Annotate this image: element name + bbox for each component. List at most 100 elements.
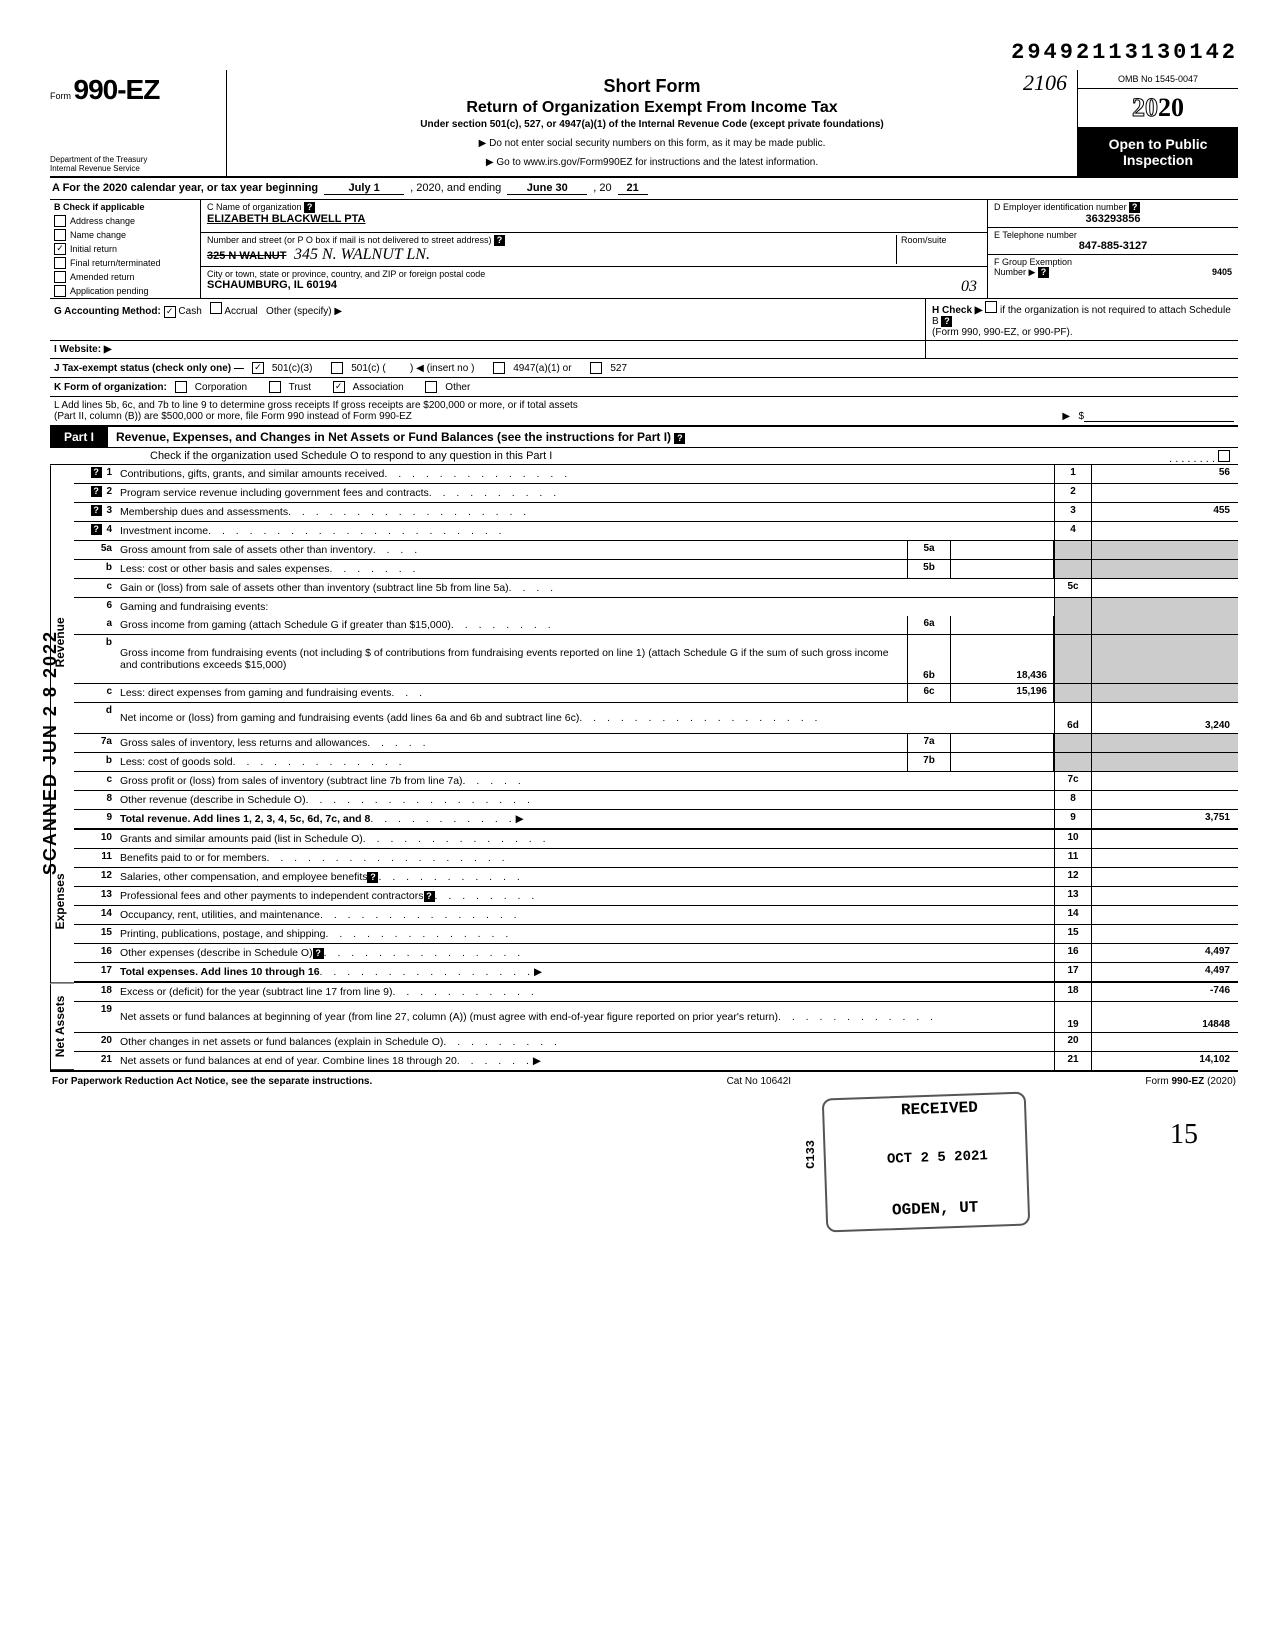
group-number: 9405 (1212, 267, 1232, 277)
irs-stamp-box (822, 1091, 1031, 1232)
chk-schedule-b[interactable] (985, 301, 997, 313)
line-6d: d Net income or (loss) from gaming and f… (74, 703, 1238, 734)
part-1-header: Part I Revenue, Expenses, and Changes in… (50, 426, 1238, 448)
section-note: Under section 501(c), 527, or 4947(a)(1)… (237, 119, 1067, 130)
stamp-c133: C133 (804, 1140, 818, 1169)
help-icon: ? (91, 524, 102, 535)
chk-schedule-o[interactable] (1218, 450, 1230, 462)
open-to-public: Open to Public Inspection (1078, 128, 1238, 176)
line-7c: c Gross profit or (loss) from sales of i… (74, 772, 1238, 791)
telephone-line: E Telephone number 847-885-3127 (988, 228, 1238, 255)
help-icon: ? (91, 467, 102, 478)
line-14: 14 Occupancy, rent, utilities, and maint… (74, 906, 1238, 925)
chk-other[interactable] (425, 381, 437, 393)
help-icon: ? (313, 948, 324, 959)
chk-final-return[interactable]: Final return/terminated (50, 256, 200, 270)
line-20: 20 Other changes in net assets or fund b… (74, 1033, 1238, 1052)
line-5b: b Less: cost or other basis and sales ex… (74, 560, 1238, 579)
ein-value: 363293856 (994, 213, 1232, 225)
col-b-checkboxes: B Check if applicable Address change Nam… (50, 200, 201, 298)
line-4: ? 4 Investment income . . . . . . . . . … (74, 522, 1238, 541)
line-5a: 5a Gross amount from sale of assets othe… (74, 541, 1238, 560)
chk-501c3[interactable]: ✓ (252, 362, 264, 374)
line-2: ? 2 Program service revenue including go… (74, 484, 1238, 503)
handwritten-page-15: 15 (1170, 1119, 1198, 1151)
header-center: 2106 Short Form Return of Organization E… (227, 70, 1078, 176)
city-line: City or town, state or province, country… (201, 267, 987, 299)
dln-number: 29492113130142 (50, 40, 1238, 65)
form-990ez-page: 29492113130142 Form 990-EZ Department of… (50, 40, 1238, 1091)
line-12: 12 Salaries, other compensation, and emp… (74, 868, 1238, 887)
line-19: 19 Net assets or fund balances at beginn… (74, 1002, 1238, 1033)
line-7b: b Less: cost of goods sold . . . . . . .… (74, 753, 1238, 772)
form-header: Form 990-EZ Department of the Treasury I… (50, 70, 1238, 178)
row-g: G Accounting Method: ✓ Cash Accrual Othe… (50, 299, 926, 340)
help-icon: ? (367, 872, 378, 883)
org-name-line: C Name of organization ? ELIZABETH BLACK… (201, 200, 987, 233)
row-k-org-form: K Form of organization: Corporation Trus… (50, 378, 1238, 397)
row-h: H Check ▶ if the organization is not req… (926, 299, 1238, 340)
line-10: 10 Grants and similar amounts paid (list… (74, 830, 1238, 849)
header-left: Form 990-EZ Department of the Treasury I… (50, 70, 227, 176)
org-name: ELIZABETH BLACKWELL PTA (207, 213, 365, 225)
col-c-org-info: C Name of organization ? ELIZABETH BLACK… (201, 200, 988, 298)
chk-trust[interactable] (269, 381, 281, 393)
col-de: D Employer identification number ? 36329… (988, 200, 1238, 298)
line-6c: c Less: direct expenses from gaming and … (74, 684, 1238, 703)
section-bcdef: B Check if applicable Address change Nam… (50, 200, 1238, 299)
help-icon: ? (304, 202, 315, 213)
tax-year: 2020 (1078, 89, 1238, 128)
part-1-sub: Check if the organization used Schedule … (50, 448, 1238, 465)
section-labels: Revenue Expenses Net Assets (50, 465, 74, 1070)
part-1-table: Revenue Expenses Net Assets ? 1 Contribu… (50, 465, 1238, 1072)
stamp-date: OCT 2 5 2021 (887, 1148, 988, 1168)
col-b-header: B Check if applicable (50, 200, 200, 214)
footer-cat-no: Cat No 10642I (727, 1076, 792, 1087)
line-1: ? 1 Contributions, gifts, grants, and si… (74, 465, 1238, 484)
chk-initial-return[interactable]: ✓Initial return (50, 242, 200, 256)
chk-cash[interactable]: ✓ (164, 306, 176, 318)
help-icon: ? (1129, 202, 1140, 213)
room-suite: Room/suite (896, 235, 981, 264)
short-form-title: Short Form (237, 76, 1067, 97)
line-15: 15 Printing, publications, postage, and … (74, 925, 1238, 944)
row-l-gross-receipts: L Add lines 5b, 6c, and 7b to line 9 to … (50, 397, 1238, 426)
chk-527[interactable] (590, 362, 602, 374)
label-net-assets: Net Assets (50, 984, 74, 1070)
help-icon: ? (941, 316, 952, 327)
help-icon: ? (91, 505, 102, 516)
line-16: 16 Other expenses (describe in Schedule … (74, 944, 1238, 963)
year-suffix: 21 (618, 182, 648, 195)
line-6: 6 Gaming and fundraising events: (74, 598, 1238, 616)
stamp-received: RECEIVED (901, 1099, 978, 1120)
main-title: Return of Organization Exempt From Incom… (237, 99, 1067, 117)
website-note: ▶ Go to www.irs.gov/Form990EZ for instru… (237, 157, 1067, 168)
label-expenses: Expenses (50, 820, 74, 983)
telephone-value: 847-885-3127 (994, 240, 1232, 252)
label-revenue: Revenue (50, 465, 74, 820)
address-line: Number and street (or P O box if mail is… (201, 233, 987, 267)
help-icon: ? (424, 891, 435, 902)
line-13: 13 Professional fees and other payments … (74, 887, 1238, 906)
ssn-note: ▶ Do not enter social security numbers o… (237, 138, 1067, 149)
row-j-tax-status: J Tax-exempt status (check only one) — ✓… (50, 359, 1238, 378)
zip-suffix-hand: 03 (961, 278, 977, 296)
chk-amended[interactable]: Amended return (50, 270, 200, 284)
chk-address-change[interactable]: Address change (50, 214, 200, 228)
line-6b: b Gross income from fundraising events (… (74, 635, 1238, 684)
handwritten-2106: 2106 (1023, 70, 1067, 96)
chk-501c[interactable] (331, 362, 343, 374)
address-struck: 325 N WALNUT (207, 250, 286, 262)
chk-4947[interactable] (493, 362, 505, 374)
year-end: June 30 (507, 182, 587, 195)
chk-application-pending[interactable]: Application pending (50, 284, 200, 298)
chk-corporation[interactable] (175, 381, 187, 393)
help-icon: ? (1038, 267, 1049, 278)
omb-number: OMB No 1545-0047 (1078, 70, 1238, 89)
chk-name-change[interactable]: Name change (50, 228, 200, 242)
address-handwritten: 345 N. WALNUT LN. (294, 246, 430, 263)
help-icon: ? (91, 486, 102, 497)
chk-accrual[interactable] (210, 302, 222, 314)
chk-association[interactable]: ✓ (333, 381, 345, 393)
line-11: 11 Benefits paid to or for members . . .… (74, 849, 1238, 868)
